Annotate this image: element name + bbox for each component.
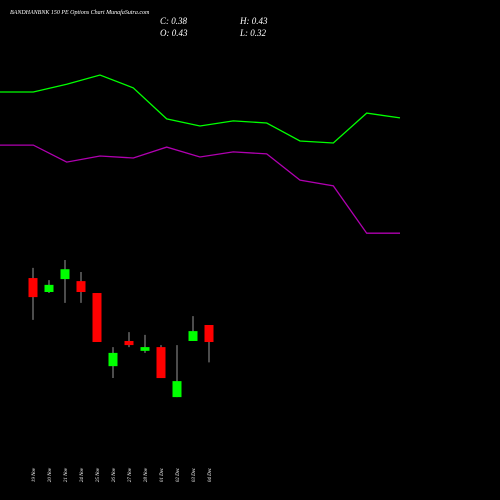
x-tick-label: 01 Dec xyxy=(160,467,165,482)
x-tick-label: 24 Nov xyxy=(80,467,85,482)
candle-body xyxy=(188,331,198,341)
summary-close: C: 0.38 xyxy=(160,16,188,26)
x-tick-label: 19 Nov xyxy=(32,467,37,482)
x-tick-label: 20 Nov xyxy=(48,467,53,482)
candle-body xyxy=(204,325,214,343)
line-series xyxy=(0,74,401,144)
x-tick-label: 02 Dec xyxy=(176,467,181,482)
x-tick-label: 28 Nov xyxy=(144,467,149,482)
chart-title: BANDHANBNK 150 PE Options Chart MunafaSu… xyxy=(10,9,150,16)
summary-low: L: 0.32 xyxy=(239,28,267,38)
candle-body xyxy=(76,281,86,293)
x-tick-label: 04 Dec xyxy=(208,467,213,482)
summary-high: H: 0.43 xyxy=(239,16,268,26)
line-series xyxy=(0,144,400,234)
candle-body xyxy=(28,278,38,298)
candle-body xyxy=(124,340,134,346)
x-tick-label: 21 Nov xyxy=(64,467,69,482)
candle-body xyxy=(156,347,166,379)
summary-open: O: 0.43 xyxy=(160,28,188,38)
candle-body xyxy=(140,347,150,351)
candle-body xyxy=(108,352,118,367)
candle-body xyxy=(44,284,54,293)
x-tick-label: 25 Nov xyxy=(96,467,101,482)
x-tick-label: 27 Nov xyxy=(128,467,133,482)
candle-body xyxy=(92,293,102,343)
candle-body xyxy=(60,269,70,280)
x-tick-label: 03 Dec xyxy=(192,467,197,482)
candle-body xyxy=(172,381,182,398)
x-tick-label: 26 Nov xyxy=(112,467,117,482)
